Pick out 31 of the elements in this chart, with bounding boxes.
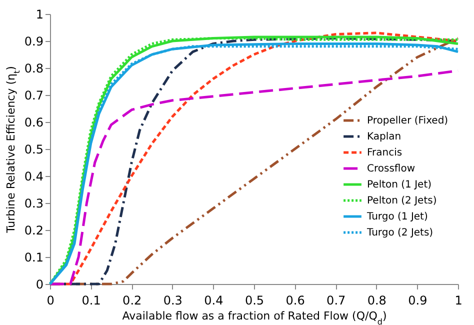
legend-label: Crossflow bbox=[367, 164, 416, 174]
y-tick-label: 0.1 bbox=[24, 250, 44, 264]
y-tick-label: 0.7 bbox=[24, 88, 44, 102]
y-tick-label: 0.9 bbox=[24, 34, 44, 48]
y-tick-label: 0.2 bbox=[24, 224, 44, 238]
y-tick-label: 0.8 bbox=[24, 62, 44, 76]
x-tick-label: 0.1 bbox=[82, 294, 101, 308]
legend-label: Kaplan bbox=[367, 132, 402, 142]
x-tick-label: 0.2 bbox=[122, 294, 142, 308]
x-tick-label: 0.3 bbox=[163, 294, 182, 308]
x-tick-label: 0.5 bbox=[244, 294, 264, 308]
y-tick-label: 0 bbox=[36, 278, 44, 292]
legend-label: Turgo (1 Jet) bbox=[366, 212, 428, 222]
y-tick-label: 0.6 bbox=[24, 116, 44, 130]
y-tick-label: 1 bbox=[36, 8, 44, 22]
y-tick-label: 0.5 bbox=[24, 142, 44, 156]
y-tick-label: 0.3 bbox=[24, 196, 44, 210]
legend-label: Francis bbox=[367, 148, 402, 158]
x-tick-label: 0 bbox=[46, 294, 54, 308]
legend-label: Propeller (Fixed) bbox=[367, 116, 448, 126]
x-tick-label: 0.6 bbox=[286, 294, 305, 308]
x-tick-label: 1 bbox=[454, 294, 462, 308]
x-tick-label: 0.8 bbox=[367, 294, 386, 308]
x-axis-title: Available flow as a fraction of Rated Flow (Q/Q$_{d}$) bbox=[122, 310, 387, 325]
x-tick-label: 0.9 bbox=[408, 294, 428, 308]
x-tick-label: 0.4 bbox=[204, 294, 224, 308]
legend-label: Pelton (1 Jet) bbox=[367, 180, 432, 190]
legend-label: Pelton (2 Jets) bbox=[367, 196, 437, 206]
y-tick-label: 0.4 bbox=[24, 170, 44, 184]
x-tick-label: 0.7 bbox=[326, 294, 346, 308]
legend-label: Turgo (2 Jets) bbox=[366, 228, 434, 238]
